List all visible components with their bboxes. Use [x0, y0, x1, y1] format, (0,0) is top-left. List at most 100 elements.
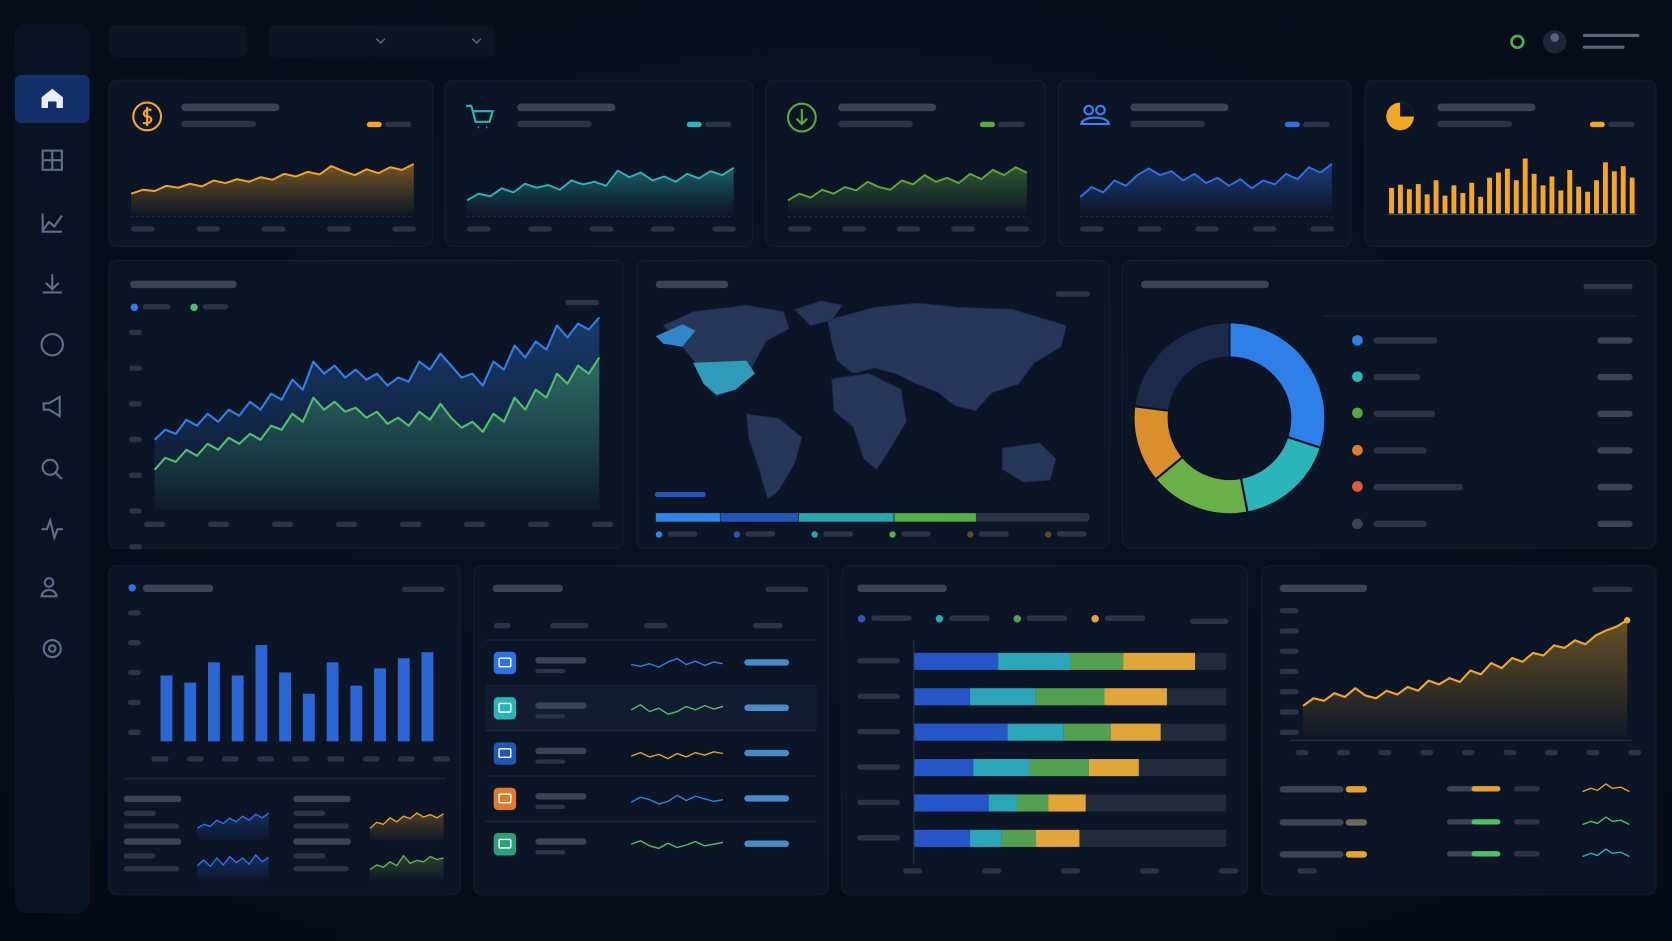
- bar: [1620, 166, 1626, 214]
- placeholder-text: [857, 764, 900, 770]
- placeholder-text: [142, 304, 171, 310]
- segment: [894, 513, 976, 522]
- bar: [255, 645, 268, 742]
- line: [631, 657, 724, 668]
- nav-download-icon[interactable]: [42, 274, 62, 294]
- placeholder-text: [186, 756, 204, 762]
- placeholder-text: [1279, 851, 1344, 858]
- nav-megaphone-icon[interactable]: [42, 395, 61, 419]
- line: [369, 854, 444, 871]
- nav-settings-icon[interactable]: [42, 638, 62, 659]
- placeholder-text: [704, 121, 732, 128]
- row-icon: [493, 651, 517, 675]
- segment: [1016, 794, 1049, 812]
- placeholder-text: [207, 521, 230, 528]
- placeholder-text: [650, 226, 675, 232]
- segment: [913, 652, 999, 670]
- nav-users-icon[interactable]: [43, 577, 55, 588]
- placeholder-text: [123, 823, 180, 829]
- placeholder-text: [123, 853, 156, 859]
- placeholder-text: [1345, 819, 1368, 826]
- placeholder-text: [745, 531, 776, 537]
- placeholder-text: [1628, 749, 1642, 756]
- row-icon: [493, 833, 517, 856]
- legend-dot: [1352, 518, 1363, 530]
- legend-dot: [935, 614, 944, 623]
- area: [467, 167, 734, 214]
- download-icon: [786, 102, 817, 133]
- line: [466, 167, 735, 202]
- bar: [1567, 170, 1573, 214]
- placeholder-text: [1597, 373, 1633, 381]
- search-box[interactable]: [108, 24, 248, 57]
- placeholder-text: [982, 868, 1002, 874]
- bar: [1558, 190, 1564, 214]
- placeholder-text: [1295, 749, 1309, 756]
- line: [1302, 619, 1628, 707]
- placeholder-text: [202, 304, 229, 310]
- placeholder-text: [130, 280, 237, 289]
- placeholder-text: [271, 521, 294, 528]
- placeholder-text: [1139, 868, 1160, 874]
- placeholder-text: [788, 226, 812, 232]
- legend-dot: [1352, 371, 1363, 382]
- placeholder-text: [871, 615, 912, 621]
- nav-money-icon[interactable]: [40, 332, 64, 357]
- placeholder-text: [143, 521, 166, 528]
- placeholder-text: [129, 544, 142, 550]
- nav-chart-icon[interactable]: [41, 213, 63, 233]
- map-highlight: [693, 360, 755, 395]
- segment: [1070, 652, 1124, 670]
- placeholder-text: [327, 226, 351, 232]
- placeholder-text: [951, 226, 975, 232]
- placeholder-text: [1461, 749, 1475, 756]
- segment: [998, 652, 1071, 670]
- placeholder-text: [292, 756, 310, 762]
- placeholder-text: [181, 120, 256, 128]
- placeholder-text: [463, 521, 486, 528]
- placeholder-text: [1345, 786, 1368, 793]
- placeholder-text: [1130, 120, 1205, 128]
- placeholder-text: [979, 121, 995, 128]
- segment: [973, 759, 1030, 777]
- placeholder-text: [589, 226, 614, 232]
- line: [1079, 163, 1333, 198]
- row-icon-glyph: [498, 657, 512, 668]
- legend-dot: [811, 531, 818, 538]
- placeholder-text: [1373, 410, 1436, 417]
- placeholder-text: [1373, 373, 1421, 381]
- placeholder-text: [842, 226, 866, 232]
- placeholder-text: [1060, 868, 1081, 874]
- placeholder-text: [644, 622, 668, 629]
- placeholder-text: [129, 436, 142, 443]
- users-icon: [1083, 104, 1095, 116]
- placeholder-text: [1279, 628, 1299, 634]
- line: [196, 812, 270, 829]
- nav-pulse-icon[interactable]: [41, 517, 63, 542]
- placeholder-text: [535, 793, 587, 800]
- placeholder-text: [1279, 729, 1299, 735]
- bar: [1576, 186, 1582, 214]
- bar: [1406, 189, 1412, 214]
- nav-home-icon[interactable]: [41, 88, 63, 108]
- bar: [1602, 162, 1608, 214]
- placeholder-text: [903, 868, 923, 874]
- placeholder-text: [1195, 226, 1219, 232]
- segment: [913, 723, 1008, 741]
- placeholder-text: [1056, 531, 1087, 537]
- line: [369, 812, 444, 829]
- nav-search-icon[interactable]: [41, 458, 59, 476]
- placeholder-text: [1437, 103, 1536, 112]
- placeholder-text: [823, 531, 854, 537]
- bar: [302, 693, 315, 742]
- menu-lines[interactable]: [1582, 33, 1640, 49]
- segment: [913, 794, 989, 812]
- placeholder-text: [535, 804, 566, 810]
- placeholder-text: [366, 121, 382, 128]
- area: [1080, 163, 1332, 214]
- segment: [1110, 723, 1161, 741]
- line: [130, 163, 415, 195]
- placeholder-text: [1130, 103, 1229, 112]
- cart-icon: [465, 104, 495, 129]
